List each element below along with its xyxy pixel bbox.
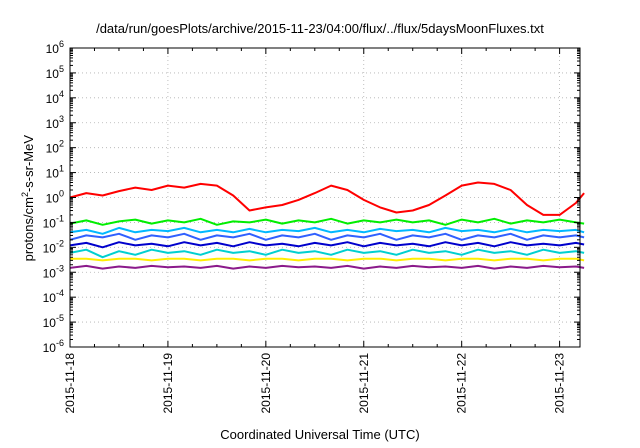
x-axis-ticks: 2015-11-18 2015-11-19 2015-11-20 2015-11-21…	[63, 48, 567, 414]
x-axis-label: Coordinated Universal Time (UTC)	[220, 427, 420, 442]
series-line-7	[70, 257, 585, 262]
y-tick-label: 104	[46, 89, 64, 106]
x-tick-label: 2015-11-20	[259, 353, 273, 414]
y-tick-label: 102	[46, 139, 64, 156]
x-tick-label: 2015-11-22	[455, 353, 469, 414]
y-tick-label: 106	[46, 39, 64, 56]
y-tick-label: 10-5	[43, 313, 64, 330]
y-tick-label: 10-2	[43, 238, 64, 255]
x-tick-label: 2015-11-21	[357, 353, 371, 414]
y-tick-label: 10-1	[43, 213, 64, 230]
y-tick-label: 100	[46, 189, 64, 206]
series-line-6	[69, 248, 585, 259]
y-tick-label: 10-3	[43, 263, 64, 280]
x-tick-label: 2015-11-19	[161, 353, 175, 414]
series-line-2	[69, 217, 585, 226]
series-line-4	[69, 232, 585, 241]
x-tick-label: 2015-11-23	[553, 353, 567, 414]
y-axis-ticks: 10-6 10-5 10-4 10-3 10-2 10-1 100 101 102 103 104 1…	[43, 39, 580, 355]
chart-title: /data/run/goesPlots/archive/2015-11-23/0…	[96, 21, 544, 36]
y-tick-label: 101	[46, 164, 64, 181]
grid-lines	[70, 48, 580, 347]
series-line-5	[69, 241, 585, 249]
series-line-1	[69, 181, 585, 216]
x-tick-label: 2015-11-18	[63, 353, 77, 414]
y-axis-label: protons/cm2-s-sr-MeV	[19, 134, 37, 262]
y-tick-label: 105	[46, 64, 64, 81]
series-line-3	[69, 226, 585, 235]
y-tick-label: 10-6	[43, 338, 64, 355]
series-line-8	[69, 264, 585, 270]
y-tick-label: 103	[46, 114, 64, 131]
series-lines	[69, 181, 585, 270]
y-tick-label: 10-4	[43, 288, 64, 305]
